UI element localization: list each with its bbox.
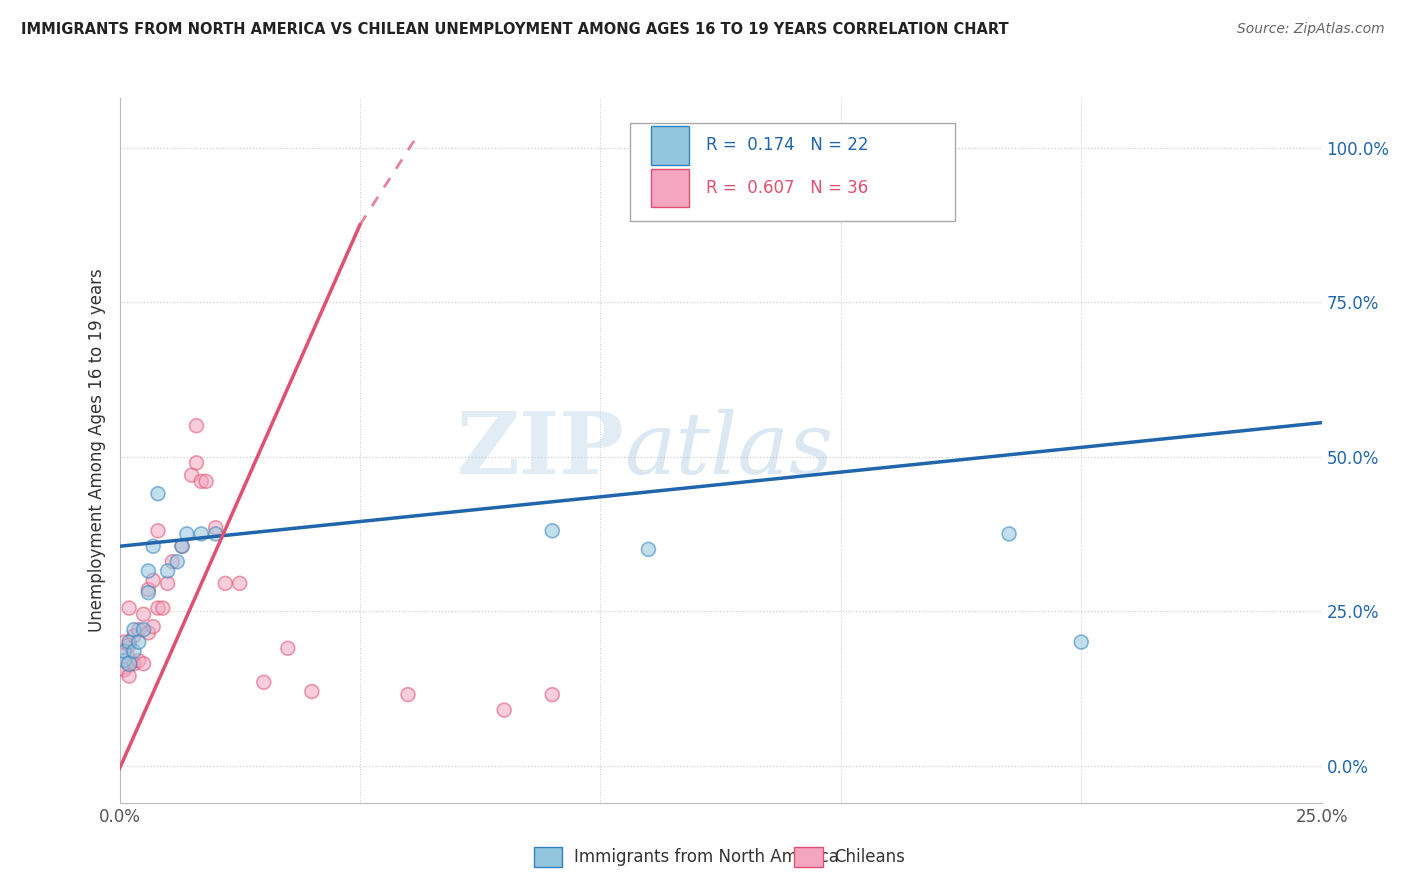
- FancyBboxPatch shape: [651, 169, 689, 207]
- Point: [122, 644, 145, 658]
- Point: [170, 539, 193, 553]
- Point: [190, 527, 212, 541]
- Text: IMMIGRANTS FROM NORTH AMERICA VS CHILEAN UNEMPLOYMENT AMONG AGES 16 TO 19 YEARS : IMMIGRANTS FROM NORTH AMERICA VS CHILEAN…: [21, 22, 1008, 37]
- Text: ZIP: ZIP: [457, 409, 624, 492]
- Text: atlas: atlas: [624, 409, 834, 491]
- Point: [132, 607, 155, 622]
- Point: [112, 644, 135, 658]
- Point: [494, 703, 516, 717]
- Text: Source: ZipAtlas.com: Source: ZipAtlas.com: [1237, 22, 1385, 37]
- Point: [998, 527, 1021, 541]
- Point: [122, 623, 145, 637]
- Point: [170, 539, 193, 553]
- Point: [1070, 635, 1092, 649]
- Point: [253, 675, 276, 690]
- Point: [190, 475, 212, 489]
- Point: [118, 657, 141, 671]
- Point: [166, 555, 188, 569]
- Point: [541, 688, 564, 702]
- Point: [146, 487, 169, 501]
- Text: R =  0.174   N = 22: R = 0.174 N = 22: [706, 136, 869, 154]
- Text: R =  0.607   N = 36: R = 0.607 N = 36: [706, 179, 869, 197]
- Point: [138, 564, 160, 578]
- Point: [146, 524, 169, 538]
- Point: [132, 657, 155, 671]
- Point: [180, 468, 202, 483]
- Point: [156, 564, 179, 578]
- Point: [541, 524, 564, 538]
- Point: [277, 641, 299, 656]
- Point: [122, 629, 145, 643]
- Point: [112, 654, 135, 668]
- Point: [122, 657, 145, 671]
- FancyBboxPatch shape: [651, 127, 689, 165]
- Point: [204, 527, 226, 541]
- Point: [118, 638, 141, 652]
- Point: [132, 623, 155, 637]
- Point: [176, 527, 198, 541]
- Point: [142, 539, 165, 553]
- Point: [112, 663, 135, 677]
- Point: [142, 619, 165, 633]
- Point: [162, 555, 184, 569]
- Point: [111, 654, 134, 668]
- Point: [637, 542, 659, 557]
- Point: [112, 635, 135, 649]
- Point: [156, 576, 179, 591]
- Point: [118, 635, 141, 649]
- Point: [118, 601, 141, 615]
- Point: [396, 688, 419, 702]
- Point: [186, 418, 208, 433]
- Text: Immigrants from North America: Immigrants from North America: [574, 848, 838, 866]
- Point: [301, 684, 323, 698]
- Point: [146, 601, 169, 615]
- Point: [186, 456, 208, 470]
- Point: [138, 585, 160, 599]
- Point: [128, 654, 150, 668]
- Point: [128, 635, 150, 649]
- Text: Chileans: Chileans: [834, 848, 904, 866]
- Point: [138, 582, 160, 597]
- Y-axis label: Unemployment Among Ages 16 to 19 years: Unemployment Among Ages 16 to 19 years: [87, 268, 105, 632]
- Point: [214, 576, 236, 591]
- Point: [204, 521, 226, 535]
- Point: [138, 625, 160, 640]
- FancyBboxPatch shape: [630, 123, 955, 221]
- Point: [128, 623, 150, 637]
- Point: [152, 601, 174, 615]
- Point: [142, 574, 165, 588]
- Point: [228, 576, 252, 591]
- Point: [195, 475, 218, 489]
- Point: [118, 669, 141, 683]
